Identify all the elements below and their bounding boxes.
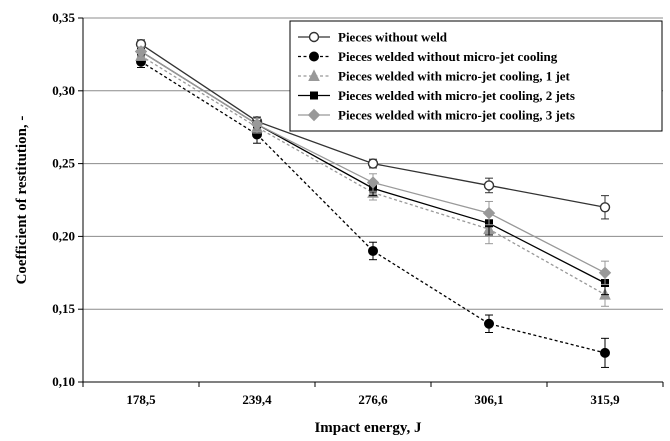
legend-entry: Pieces welded with micro-jet cooling, 2 …	[298, 88, 575, 103]
legend-label: Pieces welded without micro-jet cooling	[338, 49, 558, 64]
y-tick-label: 0,35	[52, 10, 75, 25]
legend-label: Pieces welded with micro-jet cooling, 2 …	[338, 88, 575, 103]
y-tick-label: 0,20	[52, 228, 75, 243]
legend-marker	[308, 69, 320, 81]
legend-box	[289, 20, 663, 132]
legend-entry: Pieces welded with micro-jet cooling, 1 …	[298, 69, 571, 84]
data-point	[483, 180, 495, 191]
data-point	[600, 347, 610, 358]
legend-entry: Pieces welded without micro-jet cooling	[298, 49, 558, 64]
data-point	[368, 245, 378, 256]
legend-label: Pieces welded with micro-jet cooling, 3 …	[338, 108, 575, 123]
data-point	[366, 176, 380, 189]
x-tick-label: 239,4	[242, 392, 272, 407]
data-point	[484, 318, 494, 329]
x-tick-label: 306,1	[474, 392, 503, 407]
legend: Pieces without weld Pieces welded without…	[289, 20, 663, 132]
legend-marker	[307, 108, 321, 122]
x-tick-label: 315,9	[590, 392, 620, 407]
legend-marker	[308, 31, 320, 43]
y-tick-label: 0,10	[52, 374, 75, 389]
data-point	[134, 45, 148, 58]
legend-entry: Pieces without weld	[298, 30, 448, 45]
data-point	[367, 158, 379, 169]
series	[134, 39, 612, 368]
data-point	[598, 266, 612, 280]
y-tick-label: 0,15	[52, 301, 75, 316]
legend-label: Pieces without weld	[338, 30, 448, 45]
data-point	[250, 118, 264, 131]
x-tick-label: 178,5	[126, 392, 156, 407]
legend-marker	[310, 91, 318, 100]
data-point	[482, 206, 496, 220]
legend-marker	[309, 51, 319, 62]
y-axis-title: Coefficient of restitution, -	[14, 116, 30, 285]
x-tick-label: 276,6	[358, 392, 388, 407]
axes: 0,10 0,15 0,20 0,25 0,30 0,35 178,5 239,4 276,6 3…	[52, 10, 664, 407]
series-5	[134, 45, 612, 285]
y-tick-label: 0,30	[52, 83, 75, 98]
y-tick-label: 0,25	[52, 156, 75, 171]
series-line	[140, 55, 606, 296]
x-axis-title: Impact energy, J	[314, 420, 422, 436]
legend-entry: Pieces welded with micro-jet cooling, 3 …	[298, 108, 575, 123]
legend-label: Pieces welded with micro-jet cooling, 1 …	[338, 69, 571, 84]
data-point	[599, 202, 611, 213]
series-2	[136, 55, 610, 368]
